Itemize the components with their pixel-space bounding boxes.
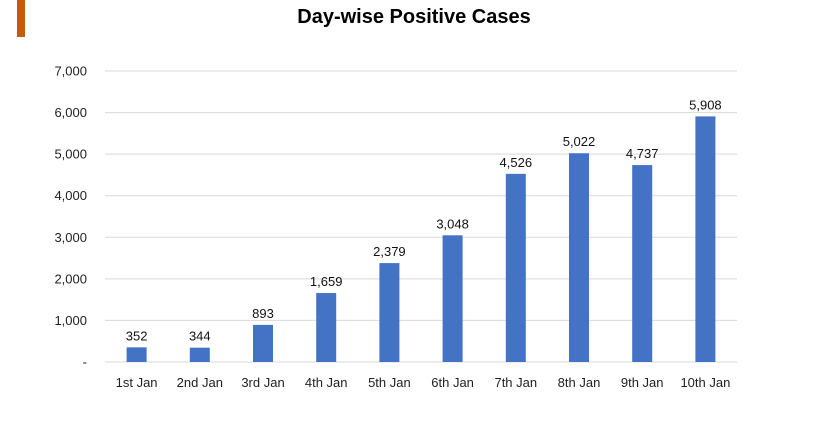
data-label: 893 [252, 306, 274, 321]
data-label: 5,022 [563, 134, 596, 149]
y-tick-label: 1,000 [54, 313, 87, 328]
x-tick-label: 1st Jan [116, 375, 158, 390]
bar [632, 165, 653, 362]
data-label: 1,659 [310, 274, 343, 289]
x-tick-label: 8th Jan [558, 375, 601, 390]
data-label: 5,908 [689, 97, 722, 112]
bar [442, 235, 463, 362]
gridlines [105, 70, 737, 363]
bar [189, 347, 210, 362]
data-label: 4,526 [500, 155, 533, 170]
bar [569, 153, 589, 362]
x-tick-label: 9th Jan [621, 375, 664, 390]
x-tick-label: 7th Jan [494, 375, 537, 390]
y-tick-label: 2,000 [54, 271, 87, 286]
x-tick-label: 6th Jan [431, 375, 474, 390]
y-tick-label: 3,000 [54, 230, 87, 245]
bar [695, 116, 716, 363]
bar [316, 293, 337, 362]
data-label: 4,737 [626, 146, 659, 161]
data-labels: 352 344 893 1,659 2,379 3,048 4,526 5,022 4,737 5… [126, 97, 722, 343]
x-tick-label: 2nd Jan [177, 375, 223, 390]
y-tick-label: 4,000 [54, 188, 87, 203]
x-tick-label: 5th Jan [368, 375, 411, 390]
y-tick-label: - [83, 355, 87, 370]
y-axis-ticks: - 1,000 2,000 3,000 4,000 5,000 6,000 7,000 [54, 64, 87, 370]
y-tick-label: 7,000 [54, 64, 87, 79]
x-tick-label: 10th Jan [680, 375, 730, 390]
data-label: 3,048 [436, 216, 469, 231]
y-tick-label: 6,000 [54, 105, 87, 120]
data-label: 2,379 [373, 244, 406, 259]
data-label: 352 [126, 328, 148, 343]
bar [253, 324, 273, 362]
x-tick-label: 3rd Jan [241, 375, 284, 390]
bars [126, 116, 716, 363]
bar [505, 173, 526, 362]
data-label: 344 [189, 329, 211, 344]
chart-title: Day-wise Positive Cases [297, 6, 531, 28]
accent-bar [17, 0, 25, 37]
x-axis-ticks: 1st Jan 2nd Jan 3rd Jan 4th Jan 5th Jan 6th J… [116, 375, 731, 390]
bar [379, 263, 400, 362]
y-tick-label: 5,000 [54, 147, 87, 162]
x-tick-label: 4th Jan [305, 375, 348, 390]
bar [126, 347, 147, 362]
